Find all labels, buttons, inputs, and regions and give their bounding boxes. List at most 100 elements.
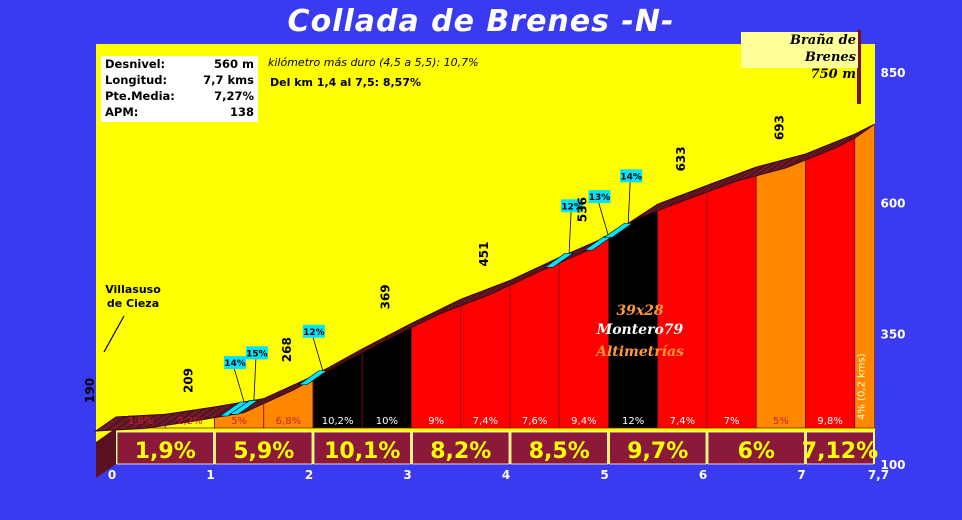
road-hatch xyxy=(804,145,826,161)
steep-badge xyxy=(245,346,268,360)
road-hatch xyxy=(194,406,215,422)
steep-label: 12% xyxy=(303,328,325,338)
road-hatch xyxy=(844,128,865,144)
km-average-bar xyxy=(313,431,411,465)
stat-value: 7,7 kms xyxy=(203,73,254,87)
road-hatch xyxy=(164,411,186,426)
grade-label: 9,8% xyxy=(817,416,842,427)
y-tick-label: 350 xyxy=(880,327,905,341)
km-average-label: 1,9% xyxy=(135,439,196,464)
km-average-label: 9,7% xyxy=(627,439,688,464)
road-hatch xyxy=(282,380,304,395)
stat-label: Desnivel: xyxy=(105,57,166,71)
steep-badge xyxy=(620,169,643,183)
grade-label: 9% xyxy=(428,416,444,427)
road-hatch xyxy=(706,177,727,193)
steep-label: 14% xyxy=(224,359,246,369)
road-hatch xyxy=(637,203,658,219)
km-average-bar xyxy=(806,431,874,465)
road-hatch xyxy=(854,123,875,139)
road-hatch xyxy=(568,244,590,259)
steep-leader xyxy=(568,211,572,254)
road-hatch xyxy=(204,405,225,420)
steep-stripe xyxy=(603,223,634,238)
steep-leader xyxy=(233,367,245,403)
road-hatch xyxy=(499,275,521,291)
road-hatch xyxy=(647,200,668,215)
grade-label: 7,6% xyxy=(522,416,547,427)
grade-segment xyxy=(755,153,806,429)
chart-title: Collada de Brenes -N- xyxy=(287,4,675,39)
steep-stripe xyxy=(228,400,259,415)
summit-box: Braña de Brenes 750 m xyxy=(741,32,858,82)
grade-label: 12% xyxy=(622,416,644,427)
km-average-bars: 1,9% 5,9% 10,1% 8,2% 8,5% 9,7% 6% 7,12% xyxy=(116,431,878,465)
stat-label: Pte.Media: xyxy=(105,89,175,103)
road-hatch xyxy=(342,348,363,364)
start-line-1: Villasuso xyxy=(105,283,161,296)
x-tick-label: 3 xyxy=(403,468,411,482)
km-average-bar xyxy=(707,431,805,465)
start-line-2: de Cieza xyxy=(106,297,160,310)
grade-label: 10,2% xyxy=(322,416,354,427)
km-altitude-label: 369 xyxy=(379,284,393,309)
road-hatch xyxy=(332,354,353,369)
steep-leader xyxy=(253,358,257,401)
km-average-label: 7,12% xyxy=(802,439,878,464)
stat-row-pendiente: Pte.Media: 7,27% xyxy=(101,88,258,104)
road-hatch xyxy=(824,137,846,153)
km-average-label: 8,5% xyxy=(529,439,590,464)
credit-author: Montero79 xyxy=(596,322,684,338)
stat-value: 7,27% xyxy=(214,89,254,103)
hardest-km-note: kilómetro más duro (4,5 a 5,5): 10,7% xyxy=(268,56,479,69)
stats-box: Desnivel: 560 m Longitud: 7,7 kms Pte.Medi… xyxy=(101,56,258,122)
stat-row-apm: APM: 138 xyxy=(101,104,258,120)
credit-site: Altimetrías xyxy=(596,344,684,360)
road-hatch xyxy=(391,323,412,338)
road-hatch xyxy=(755,161,777,177)
x-tick-label: 2 xyxy=(305,468,313,482)
km-average-label: 5,9% xyxy=(233,439,294,464)
road-hatch xyxy=(184,408,205,423)
y-tick-label: 100 xyxy=(880,458,905,472)
road-hatch xyxy=(667,192,688,208)
road-hatch xyxy=(440,299,461,314)
km-average-bar xyxy=(116,431,214,465)
km-average-label: 8,2% xyxy=(430,439,491,464)
km-average-label: 10,1% xyxy=(324,439,400,464)
road-hatch xyxy=(814,141,836,157)
steep-leader xyxy=(627,181,631,224)
y-tick-label: 850 xyxy=(880,66,905,80)
x-tick-label: 4 xyxy=(502,468,510,482)
road-hatch xyxy=(430,303,452,319)
grade-label: 7,4% xyxy=(473,416,498,427)
x-tick-label: 5 xyxy=(600,468,608,482)
steep-label: 14% xyxy=(620,172,642,182)
road-hatch xyxy=(509,271,530,286)
steep-leader xyxy=(598,202,609,237)
steep-markers: 14%15%12%12%13%14% xyxy=(219,169,643,417)
grade-segments xyxy=(96,123,875,478)
road-hatch xyxy=(351,343,373,359)
road-hatch xyxy=(676,188,698,204)
road-hatch xyxy=(125,415,146,430)
steep-label: 15% xyxy=(246,349,268,359)
road-hatch xyxy=(154,412,176,428)
steep-stripe xyxy=(544,252,575,268)
road-hatch xyxy=(696,181,718,197)
road-hatch xyxy=(736,166,757,182)
road-hatch xyxy=(115,415,136,431)
km-altitude-label: 268 xyxy=(280,337,294,362)
stat-label: Longitud: xyxy=(105,73,168,87)
grade-label: 10% xyxy=(376,416,398,427)
road-hatch xyxy=(263,389,284,404)
road-hatch xyxy=(519,266,540,282)
grade-label: 6,8% xyxy=(276,416,301,427)
range-average-note: Del km 1,4 al 7,5: 8,57% xyxy=(270,76,422,89)
road-hatch xyxy=(785,153,806,169)
km-average-bar xyxy=(412,431,510,465)
grade-label: 5% xyxy=(773,416,789,427)
km-altitude-label: 536 xyxy=(576,197,590,222)
road-hatch xyxy=(529,261,550,277)
